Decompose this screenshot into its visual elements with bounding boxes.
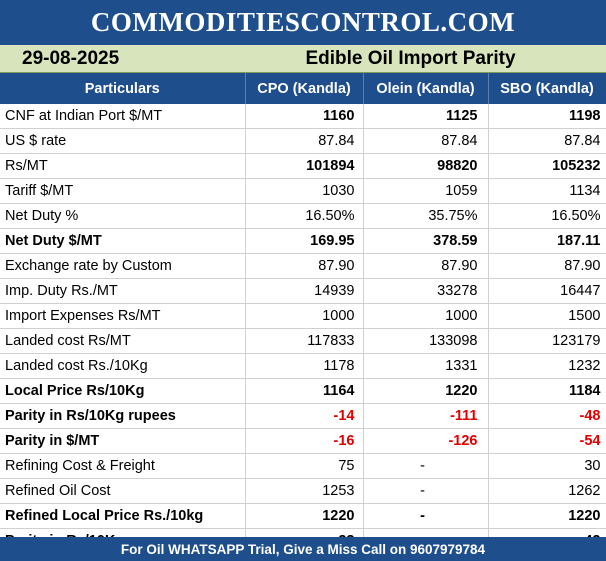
cpo-value: 1220 xyxy=(245,503,364,529)
cpo-value: 87.90 xyxy=(245,253,364,279)
table-row: Tariff $/MT 1030 1059 1134 xyxy=(0,178,606,204)
cpo-value: 16.50% xyxy=(245,203,364,229)
olein-value: -126 xyxy=(363,428,489,454)
row-label: US $ rate xyxy=(0,128,246,154)
cpo-value: 1030 xyxy=(245,178,364,204)
table-row: Landed cost Rs/MT 117833 133098 123179 xyxy=(0,328,606,354)
row-label: Local Price Rs/10Kg xyxy=(0,378,246,404)
row-label: Rs/MT xyxy=(0,153,246,179)
cpo-value: 169.95 xyxy=(245,228,364,254)
sbo-value: 1184 xyxy=(488,378,606,404)
table-row: Net Duty $/MT 169.95 378.59 187.11 xyxy=(0,228,606,254)
whatsapp-footer: For Oil WHATSAPP Trial, Give a Miss Call… xyxy=(0,537,606,561)
parity-table: Particulars CPO (Kandla) Olein (Kandla) … xyxy=(0,73,606,554)
table-row: Net Duty % 16.50% 35.75% 16.50% xyxy=(0,203,606,229)
sbo-value: 16.50% xyxy=(488,203,606,229)
row-label: Landed cost Rs./10Kg xyxy=(0,353,246,379)
row-label: Net Duty % xyxy=(0,203,246,229)
table-row: Rs/MT 101894 98820 105232 xyxy=(0,153,606,179)
sbo-value: 30 xyxy=(488,453,606,479)
sbo-value: 1220 xyxy=(488,503,606,529)
table-header-row: Particulars CPO (Kandla) Olein (Kandla) … xyxy=(0,73,606,104)
olein-value: 87.90 xyxy=(363,253,489,279)
olein-value: 1059 xyxy=(363,178,489,204)
table-row: US $ rate 87.84 87.84 87.84 xyxy=(0,128,606,154)
table-row: Refined Oil Cost 1253-1262 xyxy=(0,478,606,504)
cpo-value: 75 xyxy=(245,453,364,479)
table-row: Imp. Duty Rs./MT 14939 33278 16447 xyxy=(0,278,606,304)
olein-value: 1220 xyxy=(363,378,489,404)
table-row: Refining Cost & Freight 75-30 xyxy=(0,453,606,479)
cpo-value: 1160 xyxy=(245,104,364,129)
sbo-value: 1134 xyxy=(488,178,606,204)
row-label: CNF at Indian Port $/MT xyxy=(0,104,246,129)
sbo-value: 187.11 xyxy=(488,228,606,254)
row-label: Net Duty $/MT xyxy=(0,228,246,254)
table-row: Refined Local Price Rs./10kg 1220-1220 xyxy=(0,503,606,529)
olein-value: - xyxy=(363,478,489,504)
cpo-value: 1000 xyxy=(245,303,364,329)
sbo-value: 1262 xyxy=(488,478,606,504)
report-date: 29-08-2025 xyxy=(22,47,120,69)
sbo-value: 1232 xyxy=(488,353,606,379)
olein-value: 133098 xyxy=(363,328,489,354)
row-label: Landed cost Rs/MT xyxy=(0,328,246,354)
table-row: Local Price Rs/10Kg 1164 1220 1184 xyxy=(0,378,606,404)
row-label: Imp. Duty Rs./MT xyxy=(0,278,246,304)
sbo-value: -48 xyxy=(488,403,606,429)
olein-value: 35.75% xyxy=(363,203,489,229)
cpo-value: -16 xyxy=(245,428,364,454)
cpo-value: 1164 xyxy=(245,378,364,404)
table-row: Parity in Rs/10Kg rupees -14 -111 -48 xyxy=(0,403,606,429)
sbo-value: 105232 xyxy=(488,153,606,179)
table-row: CNF at Indian Port $/MT 1160 1125 1198 xyxy=(0,104,606,129)
row-label: Tariff $/MT xyxy=(0,178,246,204)
olein-value: 98820 xyxy=(363,153,489,179)
olein-value: 378.59 xyxy=(363,228,489,254)
table-row: Parity in $/MT -16 -126 -54 xyxy=(0,428,606,454)
cpo-value: 101894 xyxy=(245,153,364,179)
table-row: Landed cost Rs./10Kg 1178 1331 1232 xyxy=(0,353,606,379)
cpo-value: 1178 xyxy=(245,353,364,379)
row-label: Parity in $/MT xyxy=(0,428,246,454)
row-label: Refined Local Price Rs./10kg xyxy=(0,503,246,529)
olein-value: 33278 xyxy=(363,278,489,304)
olein-value: 1000 xyxy=(363,303,489,329)
column-header-cpo: CPO (Kandla) xyxy=(245,73,364,104)
olein-value: - xyxy=(363,503,489,529)
cpo-value: 1253 xyxy=(245,478,364,504)
column-header-particulars: Particulars xyxy=(0,73,246,104)
row-label: Exchange rate by Custom xyxy=(0,253,246,279)
sbo-value: 87.84 xyxy=(488,128,606,154)
olein-value: -111 xyxy=(363,403,489,429)
cpo-value: 14939 xyxy=(245,278,364,304)
site-banner: COMMODITIESCONTROL.COM xyxy=(0,0,606,45)
column-header-sbo: SBO (Kandla) xyxy=(488,73,606,104)
cpo-value: 117833 xyxy=(245,328,364,354)
date-title-bar: 29-08-2025 Edible Oil Import Parity xyxy=(0,45,606,73)
row-label: Parity in Rs/10Kg rupees xyxy=(0,403,246,429)
olein-value: 87.84 xyxy=(363,128,489,154)
row-label: Refining Cost & Freight xyxy=(0,453,246,479)
olein-value: 1125 xyxy=(363,104,489,129)
cpo-value: -14 xyxy=(245,403,364,429)
table-row: Import Expenses Rs/MT 1000 1000 1500 xyxy=(0,303,606,329)
sbo-value: 87.90 xyxy=(488,253,606,279)
sbo-value: 1500 xyxy=(488,303,606,329)
sbo-value: 16447 xyxy=(488,278,606,304)
olein-value: - xyxy=(363,453,489,479)
cpo-value: 87.84 xyxy=(245,128,364,154)
olein-value: 1331 xyxy=(363,353,489,379)
column-header-olein: Olein (Kandla) xyxy=(363,73,489,104)
sbo-value: 123179 xyxy=(488,328,606,354)
sbo-value: 1198 xyxy=(488,104,606,129)
sbo-value: -54 xyxy=(488,428,606,454)
table-row: Exchange rate by Custom 87.90 87.90 87.90 xyxy=(0,253,606,279)
report-title: Edible Oil Import Parity xyxy=(305,47,516,69)
row-label: Import Expenses Rs/MT xyxy=(0,303,246,329)
row-label: Refined Oil Cost xyxy=(0,478,246,504)
